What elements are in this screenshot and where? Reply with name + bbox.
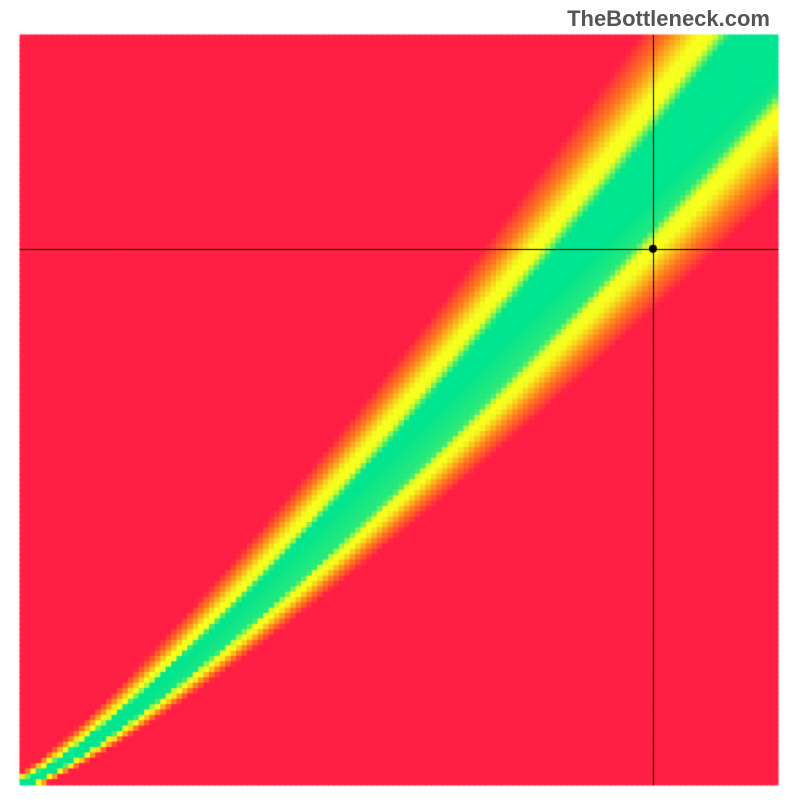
bottleneck-heatmap — [0, 0, 800, 800]
watermark-text: TheBottleneck.com — [567, 6, 770, 32]
chart-container: TheBottleneck.com — [0, 0, 800, 800]
